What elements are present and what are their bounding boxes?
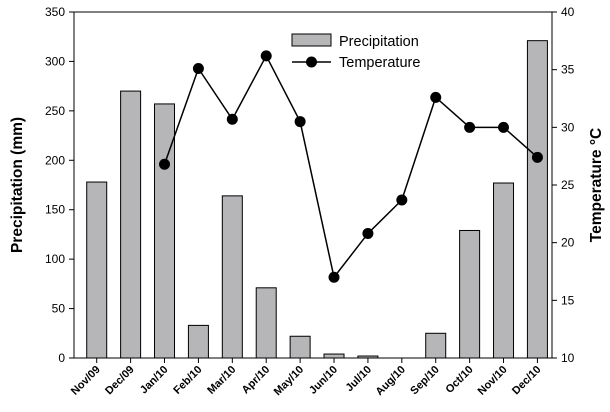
x-tick-label: Aug/10 — [374, 364, 408, 398]
right-tick-label: 30 — [561, 120, 575, 134]
legend-swatch-precipitation — [291, 33, 332, 47]
left-tick-label: 50 — [52, 302, 66, 316]
right-tick-label: 10 — [561, 351, 575, 365]
bar-nov-10 — [493, 182, 515, 359]
legend-marker-temperature — [306, 56, 317, 68]
temperature-point-apr-10 — [260, 50, 272, 62]
bar-oct-10 — [459, 229, 481, 359]
left-tick-label: 200 — [45, 153, 65, 167]
temperature-point-jun-10 — [328, 271, 340, 283]
x-axis: Nov/09 Dec/09 Jan/10 Feb/10 Mar/10 Apr/10 May/… — [69, 358, 544, 398]
right-axis: 10 15 20 25 30 35 40 — [552, 5, 575, 365]
temperature-point-feb-10 — [192, 63, 204, 75]
x-tick-label: Mar/10 — [205, 364, 238, 397]
bar-dec-10 — [526, 40, 548, 359]
x-tick-label: Dec/09 — [103, 364, 137, 398]
temperature-point-jul-10 — [362, 227, 374, 239]
x-tick-label: Sep/10 — [408, 364, 442, 398]
bar-feb-10 — [187, 324, 209, 359]
temperature-point-dec-10 — [531, 151, 543, 163]
bar-may-10 — [289, 335, 311, 359]
left-tick-label: 150 — [45, 203, 65, 217]
bar-mar-10 — [221, 195, 243, 359]
x-tick-label: Nov/10 — [476, 364, 510, 398]
x-tick-label: Jun/10 — [307, 364, 340, 397]
left-axis: 0 50 100 150 200 250 300 350 — [45, 5, 74, 365]
right-tick-label: 40 — [561, 5, 575, 19]
temperature-point-aug-10 — [396, 194, 408, 206]
bar-apr-10 — [255, 287, 277, 359]
legend-label-precipitation: Precipitation — [339, 34, 419, 50]
temperature-line-layer — [159, 50, 543, 283]
x-tick-label: May/10 — [272, 364, 306, 398]
left-tick-label: 0 — [58, 351, 65, 365]
precipitation-bars — [86, 40, 548, 359]
temperature-point-jan-10 — [159, 158, 171, 170]
x-tick-label: Oct/10 — [443, 364, 475, 396]
bar-nov-09 — [86, 181, 108, 359]
temperature-point-oct-10 — [464, 121, 476, 133]
x-tick-label: Jan/10 — [138, 364, 171, 397]
bar-jun-10 — [323, 353, 345, 359]
x-tick-label: Apr/10 — [240, 364, 273, 397]
bar-jan-10 — [154, 103, 176, 359]
x-tick-label: Nov/09 — [69, 364, 103, 398]
temperature-line — [163, 54, 538, 279]
right-tick-label: 15 — [561, 293, 575, 307]
right-tick-label: 35 — [561, 63, 575, 77]
left-tick-label: 350 — [45, 5, 65, 19]
temperature-point-may-10 — [294, 116, 306, 128]
legend-label-temperature: Temperature — [339, 55, 420, 71]
temperature-point-nov-10 — [498, 121, 510, 133]
x-tick-label: Dec/10 — [510, 364, 544, 398]
left-tick-label: 300 — [45, 54, 65, 68]
bar-dec-09 — [120, 90, 142, 359]
temperature-point-sep-10 — [430, 91, 442, 103]
temperature-point-mar-10 — [226, 113, 238, 125]
legend: Precipitation Temperature — [291, 33, 420, 71]
bar-jul-10 — [357, 355, 379, 359]
bar-sep-10 — [425, 332, 447, 359]
left-tick-label: 100 — [45, 252, 65, 266]
x-tick-label: Jul/10 — [344, 364, 375, 395]
left-axis-title: Precipitation (mm) — [9, 117, 26, 253]
right-axis-title: Temperature °C — [588, 128, 605, 242]
right-tick-label: 25 — [561, 178, 575, 192]
left-tick-label: 250 — [45, 104, 65, 118]
x-tick-label: Feb/10 — [171, 364, 204, 397]
right-tick-label: 20 — [561, 236, 575, 250]
